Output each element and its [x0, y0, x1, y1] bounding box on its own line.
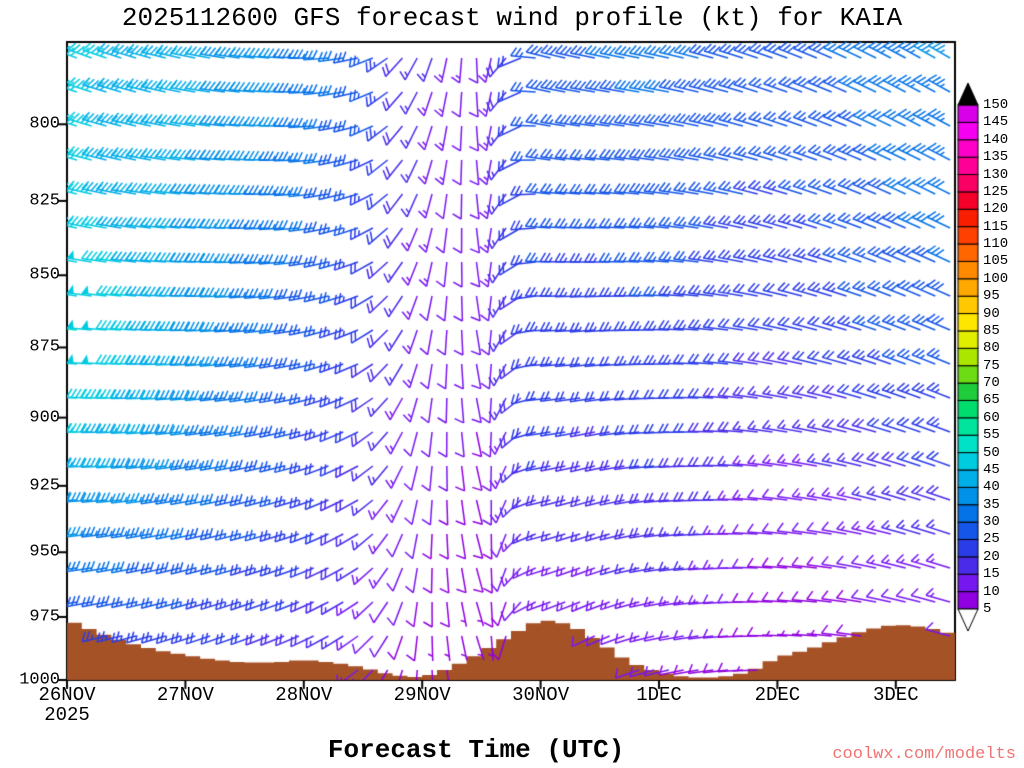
x-axis-label: Forecast Time (UTC) — [327, 735, 625, 765]
watermark: coolwx.com/modelts — [832, 745, 1016, 764]
chart-title: 2025112600 GFS forecast wind profile (kt… — [121, 3, 903, 33]
